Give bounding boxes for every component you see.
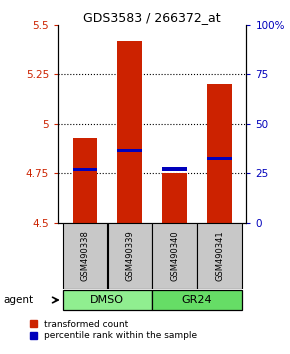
Polygon shape: [153, 290, 242, 310]
Title: GDS3583 / 266372_at: GDS3583 / 266372_at: [84, 11, 221, 24]
Bar: [207, 84, 232, 223]
Bar: [207, 157, 232, 160]
Text: GSM490338: GSM490338: [80, 230, 89, 281]
Text: agent: agent: [3, 295, 33, 305]
Polygon shape: [108, 223, 152, 289]
Bar: [162, 167, 187, 171]
Bar: [117, 41, 142, 223]
Text: GR24: GR24: [182, 295, 213, 305]
Text: DMSO: DMSO: [90, 295, 124, 305]
Polygon shape: [63, 290, 152, 310]
Bar: [72, 168, 97, 171]
Bar: [72, 138, 97, 223]
Text: GSM490341: GSM490341: [215, 230, 224, 281]
Polygon shape: [197, 223, 242, 289]
Bar: [162, 173, 187, 223]
Legend: transformed count, percentile rank within the sample: transformed count, percentile rank withi…: [30, 320, 197, 340]
Bar: [117, 149, 142, 153]
Text: GSM490339: GSM490339: [125, 230, 134, 281]
Polygon shape: [63, 223, 107, 289]
Text: GSM490340: GSM490340: [170, 230, 179, 281]
Polygon shape: [153, 223, 197, 289]
